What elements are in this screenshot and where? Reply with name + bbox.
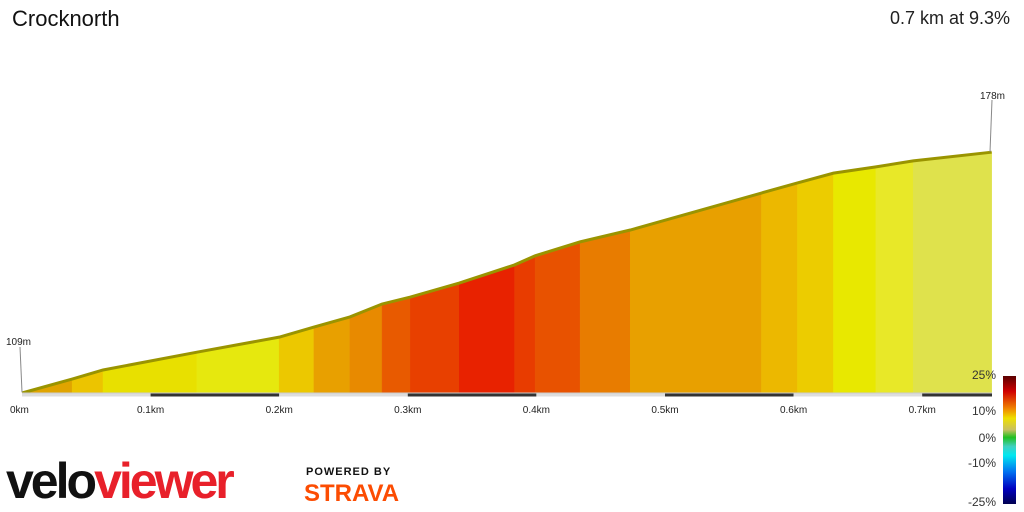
- profile-top-line: [21, 150, 992, 395]
- x-tick-label: 0.7km: [909, 405, 936, 416]
- profile-segment: [797, 172, 834, 394]
- x-tick-label: 0.6km: [780, 405, 807, 416]
- profile-segment: [579, 229, 631, 394]
- profile-segment: [875, 160, 914, 394]
- x-tick-label: 0.2km: [266, 405, 293, 416]
- end-elevation-label: 178m: [980, 91, 1005, 102]
- profile-segment: [912, 151, 992, 394]
- profile-segment: [313, 316, 351, 394]
- profile-segment: [761, 182, 798, 394]
- start-elevation-label: 109m: [6, 337, 31, 348]
- powered-by-label: POWERED BY: [306, 466, 392, 478]
- profile-segment: [381, 296, 411, 394]
- x-tick-label: 0.1km: [137, 405, 164, 416]
- legend-label: 25%: [972, 368, 996, 382]
- climb-title: Crocknorth: [12, 6, 120, 31]
- profile-segment: [833, 166, 877, 394]
- legend-label: 10%: [972, 404, 996, 418]
- profile-segment: [102, 351, 198, 394]
- profile-segment: [410, 282, 460, 394]
- profile-segment: [534, 241, 581, 394]
- legend-label: 0%: [979, 431, 997, 445]
- start-leader-line: [19, 346, 23, 393]
- profile-segment: [349, 303, 383, 394]
- x-tick-label: 0.3km: [394, 405, 421, 416]
- profile-segment: [514, 255, 536, 394]
- climb-summary: 0.7 km at 9.3%: [889, 8, 1010, 28]
- legend-label: -10%: [968, 456, 996, 470]
- legend-label: -25%: [968, 495, 996, 509]
- profile-segment: [458, 264, 515, 394]
- gradient-legend-bar: [1003, 376, 1016, 504]
- x-tick-label: 0km: [10, 405, 29, 416]
- x-tick-label: 0.5km: [651, 405, 678, 416]
- x-tick-label: 0.4km: [523, 405, 550, 416]
- veloviewer-logo: veloviewer: [6, 453, 235, 509]
- strava-logo: STRAVA: [304, 480, 400, 507]
- end-leader-line: [989, 99, 993, 153]
